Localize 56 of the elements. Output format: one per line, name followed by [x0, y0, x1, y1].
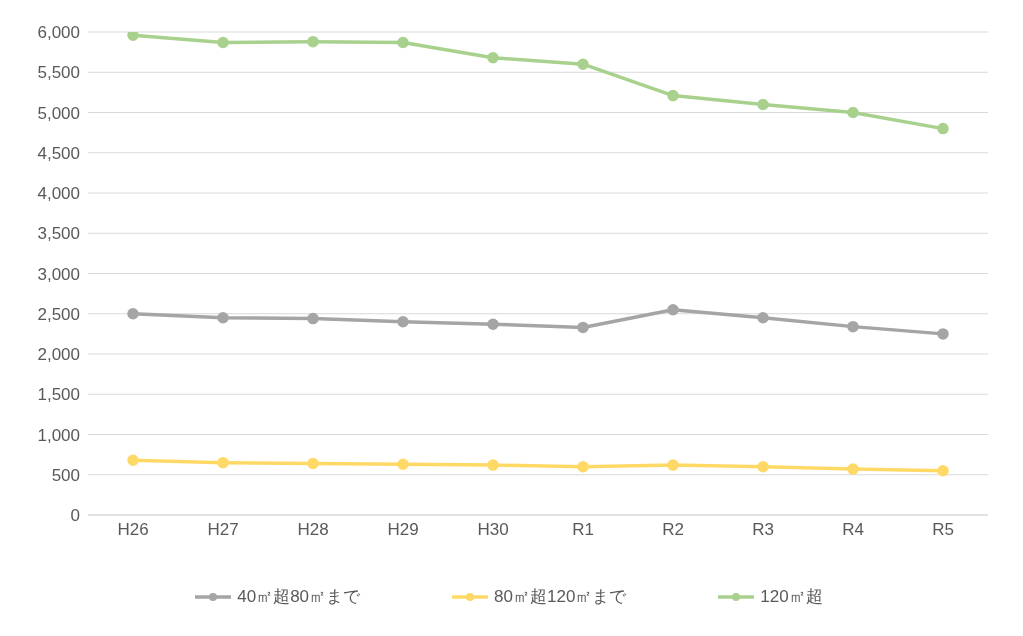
x-tick-label: R2	[662, 520, 684, 540]
point	[847, 463, 859, 475]
point	[667, 459, 679, 471]
point	[937, 328, 949, 340]
point	[127, 454, 139, 467]
point	[487, 459, 499, 471]
point	[397, 36, 409, 49]
point	[577, 321, 589, 334]
point	[937, 464, 949, 477]
point	[307, 457, 319, 470]
point	[667, 89, 679, 102]
y-tick-label: 3,000	[37, 264, 80, 284]
x-tick-label: H28	[297, 520, 329, 540]
x-tick-label: H30	[477, 520, 509, 540]
point	[937, 122, 949, 135]
y-tick-label: 2,000	[37, 345, 80, 365]
point	[217, 312, 229, 324]
point	[127, 32, 139, 41]
x-tick-label: H26	[117, 520, 149, 540]
y-tick-label: 2,500	[37, 304, 80, 324]
legend-label: 120㎡超	[760, 586, 823, 608]
point	[217, 36, 229, 49]
point	[487, 318, 499, 330]
y-tick-label: 4,000	[37, 184, 80, 204]
point	[667, 303, 679, 316]
y-tick-label: 0	[70, 506, 80, 526]
legend-label: 40㎡超80㎡まで	[237, 586, 361, 608]
point	[307, 35, 319, 48]
y-tick-label: 5,500	[37, 63, 80, 83]
point	[577, 460, 589, 473]
y-tick-label: 1,500	[37, 385, 80, 405]
point	[847, 320, 859, 333]
point	[847, 106, 859, 119]
x-tick-label: R5	[932, 520, 954, 540]
point	[757, 98, 769, 111]
x-tick-label: R1	[572, 520, 594, 540]
x-tick-label: H29	[387, 520, 419, 540]
y-tick-label: 5,000	[37, 103, 80, 123]
y-tick-label: 500	[51, 465, 80, 485]
point	[757, 460, 769, 473]
x-tick-label: R3	[752, 520, 774, 540]
point	[577, 58, 589, 70]
y-tick-label: 4,500	[37, 143, 80, 163]
point	[127, 308, 139, 320]
legend-label: 80㎡超120㎡まで	[494, 586, 627, 608]
y-tick-label: 1,000	[37, 425, 80, 445]
y-tick-label: 6,000	[37, 23, 80, 43]
y-tick-label: 3,500	[37, 224, 80, 244]
point	[397, 316, 409, 328]
x-tick-label: H27	[207, 520, 239, 540]
point	[397, 458, 409, 471]
x-tick-label: R4	[842, 520, 864, 540]
point	[307, 312, 319, 325]
point	[487, 52, 499, 64]
point	[217, 456, 229, 469]
point	[757, 312, 769, 324]
